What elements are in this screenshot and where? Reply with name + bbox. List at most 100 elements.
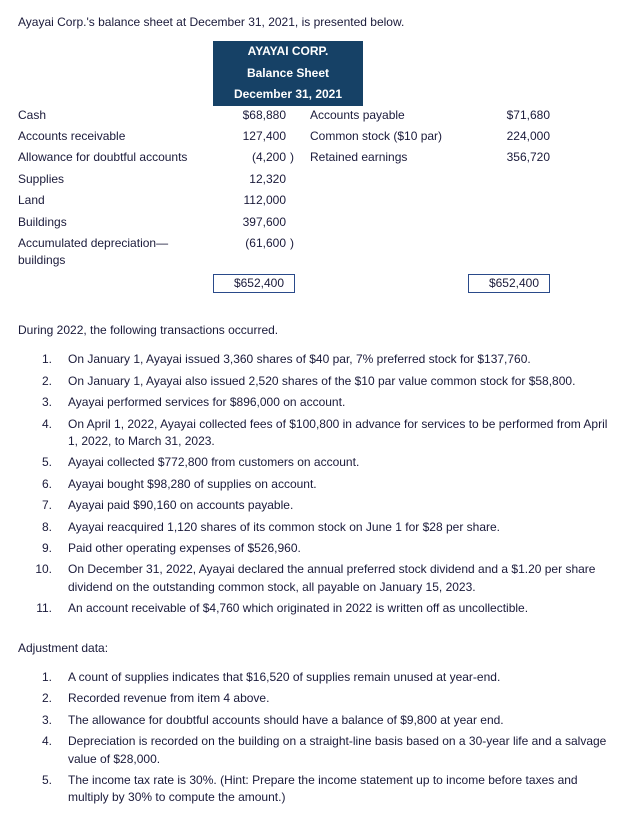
- right-amount: 224,000: [460, 127, 550, 146]
- item-text: Paid other operating expenses of $526,96…: [68, 540, 619, 557]
- list-item: 1.A count of supplies indicates that $16…: [18, 669, 619, 686]
- item-num: 4.: [18, 733, 68, 768]
- left-amount: 112,000: [213, 191, 288, 210]
- left-amount: $68,880: [213, 106, 288, 125]
- left-amount: (4,200: [213, 148, 288, 167]
- left-paren: [288, 213, 300, 232]
- item-num: 2.: [18, 373, 68, 390]
- right-amount: [460, 170, 550, 189]
- list-item: 1.On January 1, Ayayai issued 3,360 shar…: [18, 351, 619, 368]
- left-label: Accounts receivable: [18, 127, 213, 146]
- list-item: 10.On December 31, 2022, Ayayai declared…: [18, 561, 619, 596]
- bs-header-title: Balance Sheet: [213, 63, 363, 84]
- item-text: The income tax rate is 30%. (Hint: Prepa…: [68, 772, 619, 807]
- item-num: 9.: [18, 540, 68, 557]
- right-label: [300, 191, 460, 210]
- left-paren: [288, 127, 300, 146]
- list-item: 4.Depreciation is recorded on the buildi…: [18, 733, 619, 768]
- spacer: [18, 273, 213, 294]
- item-text: On January 1, Ayayai also issued 2,520 s…: [68, 373, 619, 390]
- right-label: Accounts payable: [300, 106, 460, 125]
- item-num: 1.: [18, 669, 68, 686]
- left-amount: 397,600: [213, 213, 288, 232]
- left-label: Buildings: [18, 213, 213, 232]
- bs-header-date: December 31, 2021: [213, 84, 363, 105]
- right-total: $652,400: [468, 274, 550, 293]
- balance-sheet: AYAYAI CORP. Balance Sheet December 31, …: [18, 41, 578, 294]
- left-paren: [288, 106, 300, 125]
- right-amount: 356,720: [460, 148, 550, 167]
- item-num: 6.: [18, 476, 68, 493]
- item-num: 11.: [18, 600, 68, 617]
- list-item: 3.Ayayai performed services for $896,000…: [18, 394, 619, 411]
- item-num: 1.: [18, 351, 68, 368]
- item-num: 8.: [18, 519, 68, 536]
- right-total-cell: $652,400: [460, 273, 550, 294]
- list-item: 5.Ayayai collected $772,800 from custome…: [18, 454, 619, 471]
- list-item: 2.Recorded revenue from item 4 above.: [18, 690, 619, 707]
- item-text: Recorded revenue from item 4 above.: [68, 690, 619, 707]
- list-item: 2.On January 1, Ayayai also issued 2,520…: [18, 373, 619, 390]
- item-text: On December 31, 2022, Ayayai declared th…: [68, 561, 619, 596]
- intro-text: Ayayai Corp.'s balance sheet at December…: [18, 14, 619, 31]
- list-item: 6.Ayayai bought $98,280 of supplies on a…: [18, 476, 619, 493]
- item-text: Ayayai reacquired 1,120 shares of its co…: [68, 519, 619, 536]
- left-paren: ): [288, 234, 300, 271]
- item-num: 7.: [18, 497, 68, 514]
- list-item: 9.Paid other operating expenses of $526,…: [18, 540, 619, 557]
- item-num: 4.: [18, 416, 68, 451]
- item-text: A count of supplies indicates that $16,5…: [68, 669, 619, 686]
- item-text: Depreciation is recorded on the building…: [68, 733, 619, 768]
- right-label: [300, 234, 460, 271]
- left-amount: (61,600: [213, 234, 288, 271]
- right-label: [300, 170, 460, 189]
- item-text: Ayayai bought $98,280 of supplies on acc…: [68, 476, 619, 493]
- item-text: The allowance for doubtful accounts shou…: [68, 712, 619, 729]
- transactions-list: 1.On January 1, Ayayai issued 3,360 shar…: [18, 351, 619, 617]
- left-paren: ): [288, 148, 300, 167]
- list-item: 8.Ayayai reacquired 1,120 shares of its …: [18, 519, 619, 536]
- right-label: Retained earnings: [300, 148, 460, 167]
- right-amount: [460, 234, 550, 271]
- item-num: 3.: [18, 712, 68, 729]
- left-paren: [288, 170, 300, 189]
- left-label: Land: [18, 191, 213, 210]
- spacer: [288, 273, 300, 294]
- right-label: Common stock ($10 par): [300, 127, 460, 146]
- adjustments-list: 1.A count of supplies indicates that $16…: [18, 669, 619, 807]
- spacer: [300, 273, 460, 294]
- left-label: Cash: [18, 106, 213, 125]
- left-amount: 127,400: [213, 127, 288, 146]
- item-num: 10.: [18, 561, 68, 596]
- list-item: 5.The income tax rate is 30%. (Hint: Pre…: [18, 772, 619, 807]
- item-num: 2.: [18, 690, 68, 707]
- left-label: Supplies: [18, 170, 213, 189]
- during-text: During 2022, the following transactions …: [18, 322, 619, 339]
- left-label: Allowance for doubtful accounts: [18, 148, 213, 167]
- list-item: 3.The allowance for doubtful accounts sh…: [18, 712, 619, 729]
- adjustment-heading: Adjustment data:: [18, 640, 619, 657]
- balance-grid: Cash $68,880 Accounts payable $71,680 Ac…: [18, 106, 578, 295]
- list-item: 11.An account receivable of $4,760 which…: [18, 600, 619, 617]
- right-amount: [460, 213, 550, 232]
- list-item: 7.Ayayai paid $90,160 on accounts payabl…: [18, 497, 619, 514]
- item-num: 5.: [18, 772, 68, 807]
- right-label: [300, 213, 460, 232]
- left-amount: 12,320: [213, 170, 288, 189]
- left-total-cell: $652,400: [213, 273, 288, 294]
- item-num: 5.: [18, 454, 68, 471]
- item-num: 3.: [18, 394, 68, 411]
- right-amount: $71,680: [460, 106, 550, 125]
- item-text: On April 1, 2022, Ayayai collected fees …: [68, 416, 619, 451]
- bs-header-company: AYAYAI CORP.: [213, 41, 363, 62]
- item-text: Ayayai paid $90,160 on accounts payable.: [68, 497, 619, 514]
- item-text: On January 1, Ayayai issued 3,360 shares…: [68, 351, 619, 368]
- list-item: 4.On April 1, 2022, Ayayai collected fee…: [18, 416, 619, 451]
- left-total: $652,400: [213, 274, 295, 293]
- left-label: Accumulated depreciation—buildings: [18, 234, 213, 271]
- item-text: Ayayai collected $772,800 from customers…: [68, 454, 619, 471]
- right-amount: [460, 191, 550, 210]
- item-text: Ayayai performed services for $896,000 o…: [68, 394, 619, 411]
- item-text: An account receivable of $4,760 which or…: [68, 600, 619, 617]
- left-paren: [288, 191, 300, 210]
